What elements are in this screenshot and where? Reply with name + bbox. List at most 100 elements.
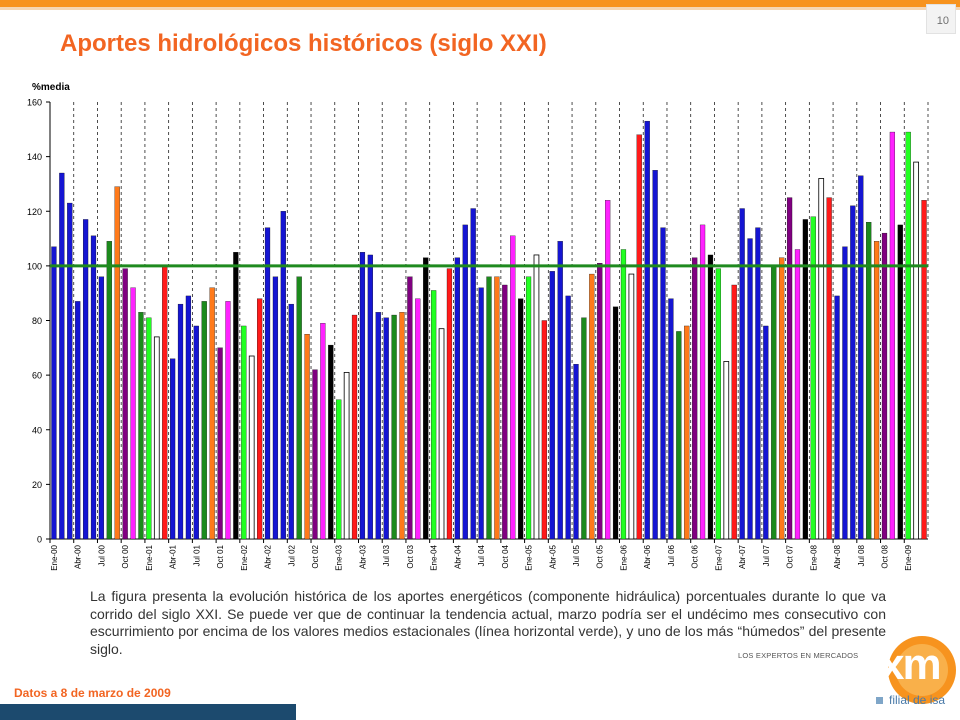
bar-month-48 xyxy=(431,290,437,540)
bar-month-100 xyxy=(842,246,848,540)
x-tick-label: Ene-04 xyxy=(430,544,439,570)
bar-month-86 xyxy=(731,284,737,540)
x-tick-label: Ene-06 xyxy=(619,544,628,570)
y-tick-label: 120 xyxy=(27,207,42,217)
x-tick-label: Ene-01 xyxy=(145,544,154,570)
bar-month-13 xyxy=(153,336,160,540)
bar-month-6 xyxy=(98,276,105,540)
x-tick-label: Oct 06 xyxy=(691,544,700,568)
bottom-navy-bar xyxy=(0,704,296,720)
bar-month-68 xyxy=(589,273,595,540)
bar-month-74 xyxy=(636,134,642,540)
x-tick-label: Jul 02 xyxy=(287,544,296,566)
bar-month-44 xyxy=(399,312,405,540)
hydrology-bar-chart: 0 20 40 60 80 100 120 140 160 %media Ene-00 Abr-00 J… xyxy=(27,82,929,571)
bar-month-22 xyxy=(225,301,231,540)
top-bar-shadow xyxy=(0,7,960,10)
bar-month-1 xyxy=(59,172,65,540)
bar-month-30 xyxy=(288,303,294,540)
bar-month-65 xyxy=(565,295,571,540)
bar-month-57 xyxy=(502,284,508,540)
top-orange-bar xyxy=(0,0,960,7)
y-tick-label: 40 xyxy=(32,425,42,435)
bar-month-3 xyxy=(75,301,81,540)
bar-month-5 xyxy=(90,235,97,540)
x-tick-label: Abr-05 xyxy=(548,544,557,569)
bar-month-19 xyxy=(201,301,207,540)
bar-month-97 xyxy=(818,178,825,540)
x-tick-label: Oct 04 xyxy=(501,544,510,568)
bar-month-82 xyxy=(699,224,706,540)
x-tick-label: Oct 01 xyxy=(216,544,225,568)
bar-month-41 xyxy=(375,312,381,540)
bar-month-18 xyxy=(193,325,199,540)
y-tick-label: 140 xyxy=(27,152,42,162)
bar-month-20 xyxy=(209,287,215,540)
x-tick-label: Abr-06 xyxy=(643,544,652,569)
bar-month-71 xyxy=(612,306,619,540)
bar-month-85 xyxy=(723,361,730,540)
bar-month-109 xyxy=(913,161,919,540)
page-number-box xyxy=(926,4,956,34)
bar-month-58 xyxy=(510,235,516,540)
bar-month-96 xyxy=(810,216,816,540)
bar-month-16 xyxy=(177,303,184,540)
bar-month-78 xyxy=(668,298,674,540)
bar-month-93 xyxy=(786,197,793,540)
bar-month-34 xyxy=(320,323,326,540)
bar-month-94 xyxy=(794,249,801,540)
bar-month-46 xyxy=(415,298,421,540)
x-tick-label: Oct 05 xyxy=(596,544,605,568)
bar-month-84 xyxy=(715,268,721,540)
x-tick-label: Abr-02 xyxy=(264,544,273,569)
bar-month-67 xyxy=(581,317,587,540)
x-tick-label: Abr-01 xyxy=(169,544,178,569)
bar-month-40 xyxy=(367,254,373,540)
logo-subsidiary: filial de isa xyxy=(889,693,946,707)
bar-month-27 xyxy=(264,227,271,540)
bar-month-87 xyxy=(739,208,745,540)
bar-month-90 xyxy=(763,325,769,540)
bar-month-42 xyxy=(383,317,389,540)
bar-month-0 xyxy=(51,246,57,540)
bar-month-73 xyxy=(628,273,635,540)
x-tick-label: Ene-03 xyxy=(335,544,344,570)
bar-month-51 xyxy=(454,257,460,540)
bar-month-9 xyxy=(122,268,128,540)
bar-month-105 xyxy=(881,232,888,540)
bar-month-43 xyxy=(391,314,397,540)
bar-month-66 xyxy=(573,364,579,540)
x-tick-label: Jul 03 xyxy=(382,544,391,566)
chart-caption: La figura presenta la evolución históric… xyxy=(90,588,886,657)
bar-month-56 xyxy=(494,276,500,540)
x-tick-label: Abr-00 xyxy=(74,544,83,569)
bar-month-55 xyxy=(486,276,492,540)
bar-month-107 xyxy=(897,224,903,540)
xm-logo-icon xyxy=(888,636,956,704)
bar-month-89 xyxy=(755,227,761,540)
x-tick-label: Jul 05 xyxy=(572,544,581,566)
bar-month-91 xyxy=(771,265,777,540)
bar-month-110 xyxy=(921,200,927,540)
bar-month-59 xyxy=(518,298,524,540)
bar-month-76 xyxy=(652,170,658,540)
x-tick-label: Ene-05 xyxy=(525,544,534,570)
bar-month-75 xyxy=(644,120,650,540)
bar-month-10 xyxy=(130,287,136,540)
y-tick-label: 0 xyxy=(37,535,42,545)
bar-month-88 xyxy=(747,238,753,540)
bar-month-37 xyxy=(343,371,350,540)
bar-month-29 xyxy=(280,211,286,540)
x-tick-label: Oct 03 xyxy=(406,544,415,568)
x-tick-label: Oct 07 xyxy=(786,544,795,568)
x-tick-label: Ene-07 xyxy=(714,544,723,570)
x-tick-label: Jul 04 xyxy=(477,544,486,566)
bar-month-38 xyxy=(351,314,358,540)
bar-month-4 xyxy=(82,219,89,540)
bar-month-28 xyxy=(272,276,279,540)
bar-month-95 xyxy=(802,219,808,540)
bar-month-50 xyxy=(446,268,453,540)
bar-month-72 xyxy=(620,249,627,540)
bar-month-69 xyxy=(597,262,603,540)
bar-month-8 xyxy=(114,186,120,540)
